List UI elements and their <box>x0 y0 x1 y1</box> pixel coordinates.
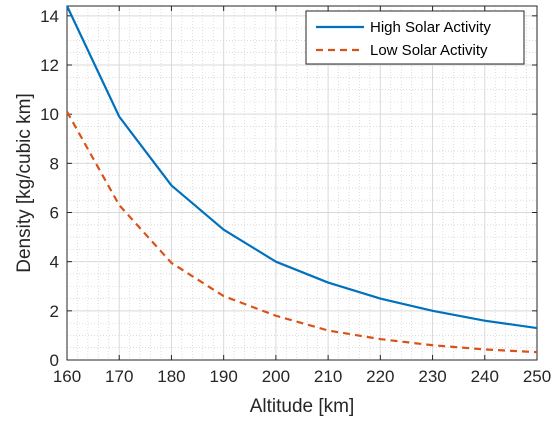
legend-label-high-solar-activity: High Solar Activity <box>370 19 491 36</box>
x-tick-label: 240 <box>471 367 499 386</box>
x-tick-label: 220 <box>366 367 394 386</box>
x-tick-label: 250 <box>523 367 551 386</box>
x-tick-label: 160 <box>53 367 81 386</box>
x-axis-title: Altitude [km] <box>250 396 355 417</box>
series-line-high-solar-activity <box>66 5 538 330</box>
x-tick-label: 170 <box>105 367 133 386</box>
x-tick-label: 190 <box>209 367 237 386</box>
y-tick-label: 10 <box>40 105 59 124</box>
x-tick-label: 210 <box>314 367 342 386</box>
series-layer <box>66 5 538 354</box>
y-axis-title: Density [kg/cubic km] <box>14 93 35 273</box>
y-tick-label: 8 <box>50 154 59 173</box>
y-tick-label: 12 <box>40 56 59 75</box>
legend-label-low-solar-activity: Low Solar Activity <box>370 42 488 59</box>
x-tick-label: 200 <box>262 367 290 386</box>
plot-area-frame <box>66 5 538 361</box>
y-tick-labels: 0 2 4 6 8 10 12 14 <box>40 7 59 370</box>
y-tick-label: 6 <box>50 204 59 223</box>
y-tick-label: 2 <box>50 302 59 321</box>
y-tick-label: 4 <box>50 253 59 272</box>
y-tick-label: 0 <box>50 351 59 370</box>
y-tick-label: 14 <box>40 7 59 26</box>
minor-grid <box>67 6 537 360</box>
x-tick-labels: 160 170 180 190 200 210 220 230 240 250 <box>53 367 551 386</box>
x-tick-label: 230 <box>418 367 446 386</box>
x-tick-label: 180 <box>157 367 185 386</box>
legend: High Solar Activity Low Solar Activity <box>305 10 525 65</box>
legend-box <box>305 10 525 65</box>
series-line-low-solar-activity <box>66 111 538 354</box>
